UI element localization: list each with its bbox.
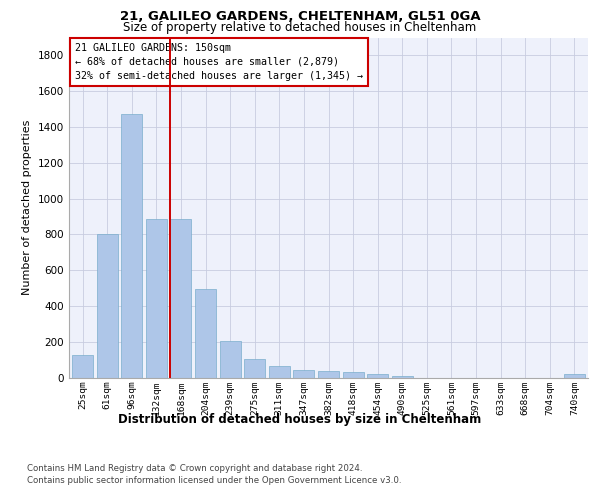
- Bar: [293, 370, 314, 378]
- Text: Size of property relative to detached houses in Cheltenham: Size of property relative to detached ho…: [124, 21, 476, 34]
- Bar: [170, 219, 191, 378]
- Bar: [97, 234, 118, 378]
- Text: 21, GALILEO GARDENS, CHELTENHAM, GL51 0GA: 21, GALILEO GARDENS, CHELTENHAM, GL51 0G…: [119, 10, 481, 23]
- Text: Contains public sector information licensed under the Open Government Licence v3: Contains public sector information licen…: [27, 476, 401, 485]
- Text: 21 GALILEO GARDENS: 150sqm
← 68% of detached houses are smaller (2,879)
32% of s: 21 GALILEO GARDENS: 150sqm ← 68% of deta…: [75, 42, 363, 80]
- Bar: [72, 355, 93, 378]
- Y-axis label: Number of detached properties: Number of detached properties: [22, 120, 32, 295]
- Bar: [564, 374, 585, 378]
- Bar: [146, 219, 167, 378]
- Bar: [195, 289, 216, 378]
- Bar: [269, 366, 290, 378]
- Bar: [220, 341, 241, 378]
- Bar: [318, 371, 339, 378]
- Bar: [392, 376, 413, 378]
- Bar: [343, 372, 364, 378]
- Bar: [121, 114, 142, 378]
- Text: Distribution of detached houses by size in Cheltenham: Distribution of detached houses by size …: [118, 412, 482, 426]
- Bar: [367, 374, 388, 378]
- Bar: [244, 358, 265, 378]
- Text: Contains HM Land Registry data © Crown copyright and database right 2024.: Contains HM Land Registry data © Crown c…: [27, 464, 362, 473]
